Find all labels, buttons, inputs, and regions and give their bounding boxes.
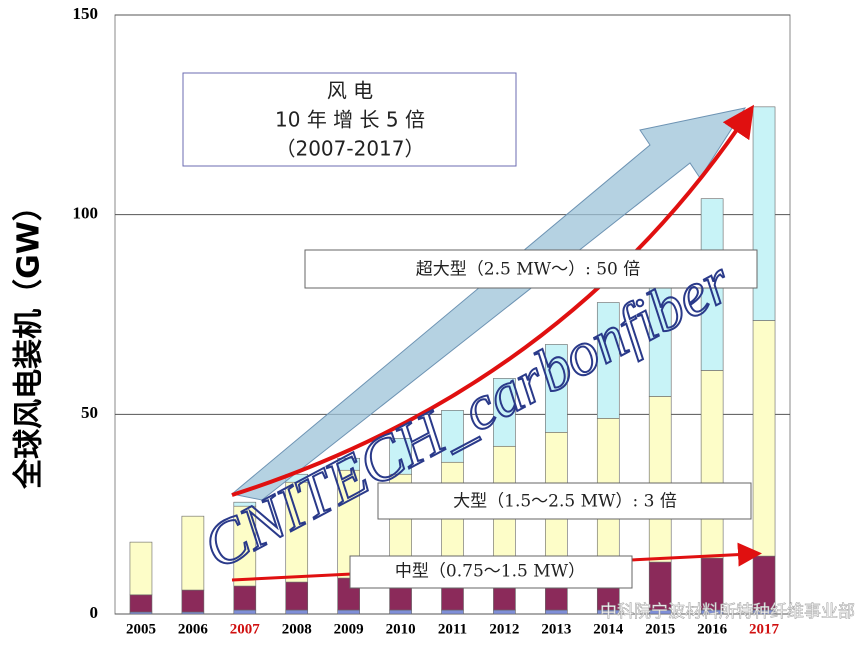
annotation: 大型（1.5～2.5 MW）: 3 倍: [453, 492, 677, 512]
bar-segment: [285, 581, 309, 611]
bar-segment: [700, 370, 724, 559]
annotation: 超大型（2.5 MW～）: 50 倍: [416, 260, 641, 280]
y-tick-label: 100: [73, 204, 99, 223]
bar-segment: [648, 396, 672, 563]
bar-segment: [752, 320, 776, 557]
title-line: （2007-2017）: [275, 137, 424, 161]
bar-segment: [441, 410, 464, 463]
growth-curve: [231, 104, 755, 497]
x-tick-label: 2012: [489, 621, 519, 637]
y-tick-label: 0: [90, 603, 99, 622]
title-line: 10 年 增 长 5 倍: [275, 108, 425, 132]
x-tick-label: 2009: [334, 621, 364, 637]
bar-segment: [129, 594, 153, 613]
x-tick-label: 2008: [282, 621, 312, 637]
bar-segment: [441, 609, 464, 615]
bar-segment: [389, 609, 412, 615]
x-tick-label: 2005: [126, 621, 156, 637]
growth-arrow: [230, 107, 747, 501]
bar-segment: [233, 609, 257, 615]
annotation-box: [349, 555, 633, 589]
bar-segment: [233, 585, 257, 611]
watermark: 中科院宁波材料所特种纤维事业部: [600, 602, 855, 622]
bar-segment: [493, 609, 516, 615]
bar-segment: [545, 344, 568, 433]
annotation-box: [377, 482, 752, 520]
bar-segment: [337, 457, 360, 471]
bar-segment: [545, 609, 568, 615]
title-box: [182, 72, 517, 167]
x-tick-label: 2016: [697, 621, 728, 637]
x-tick-label: 2007: [230, 621, 261, 637]
y-tick-label: 150: [73, 4, 99, 23]
bar-segment: [285, 609, 309, 615]
bar-segment: [389, 437, 412, 475]
x-tick-label: 2006: [178, 621, 209, 637]
annotation: 中型（0.75～1.5 MW）: [395, 562, 585, 582]
x-tick-label: 2013: [541, 621, 571, 637]
bar-segment: [181, 589, 205, 613]
x-tick-label: 2011: [438, 621, 467, 637]
x-tick-label: 2017: [749, 621, 780, 637]
bar-segment: [129, 541, 153, 596]
title-line: 风 电: [327, 79, 373, 103]
bar-segment: [752, 106, 776, 321]
y-tick-label: 50: [81, 403, 98, 422]
bar-segment: [337, 609, 360, 615]
bar-segment: [181, 515, 205, 591]
x-tick-label: 2014: [593, 621, 624, 637]
annotation-box: [304, 249, 758, 289]
x-tick-label: 2015: [645, 621, 675, 637]
y-axis-label: 全球风电装机（GW）: [12, 191, 47, 490]
x-tick-label: 2010: [386, 621, 416, 637]
bar-segment: [493, 378, 516, 447]
bar-segment: [596, 302, 620, 419]
bar-segment: [233, 501, 257, 507]
